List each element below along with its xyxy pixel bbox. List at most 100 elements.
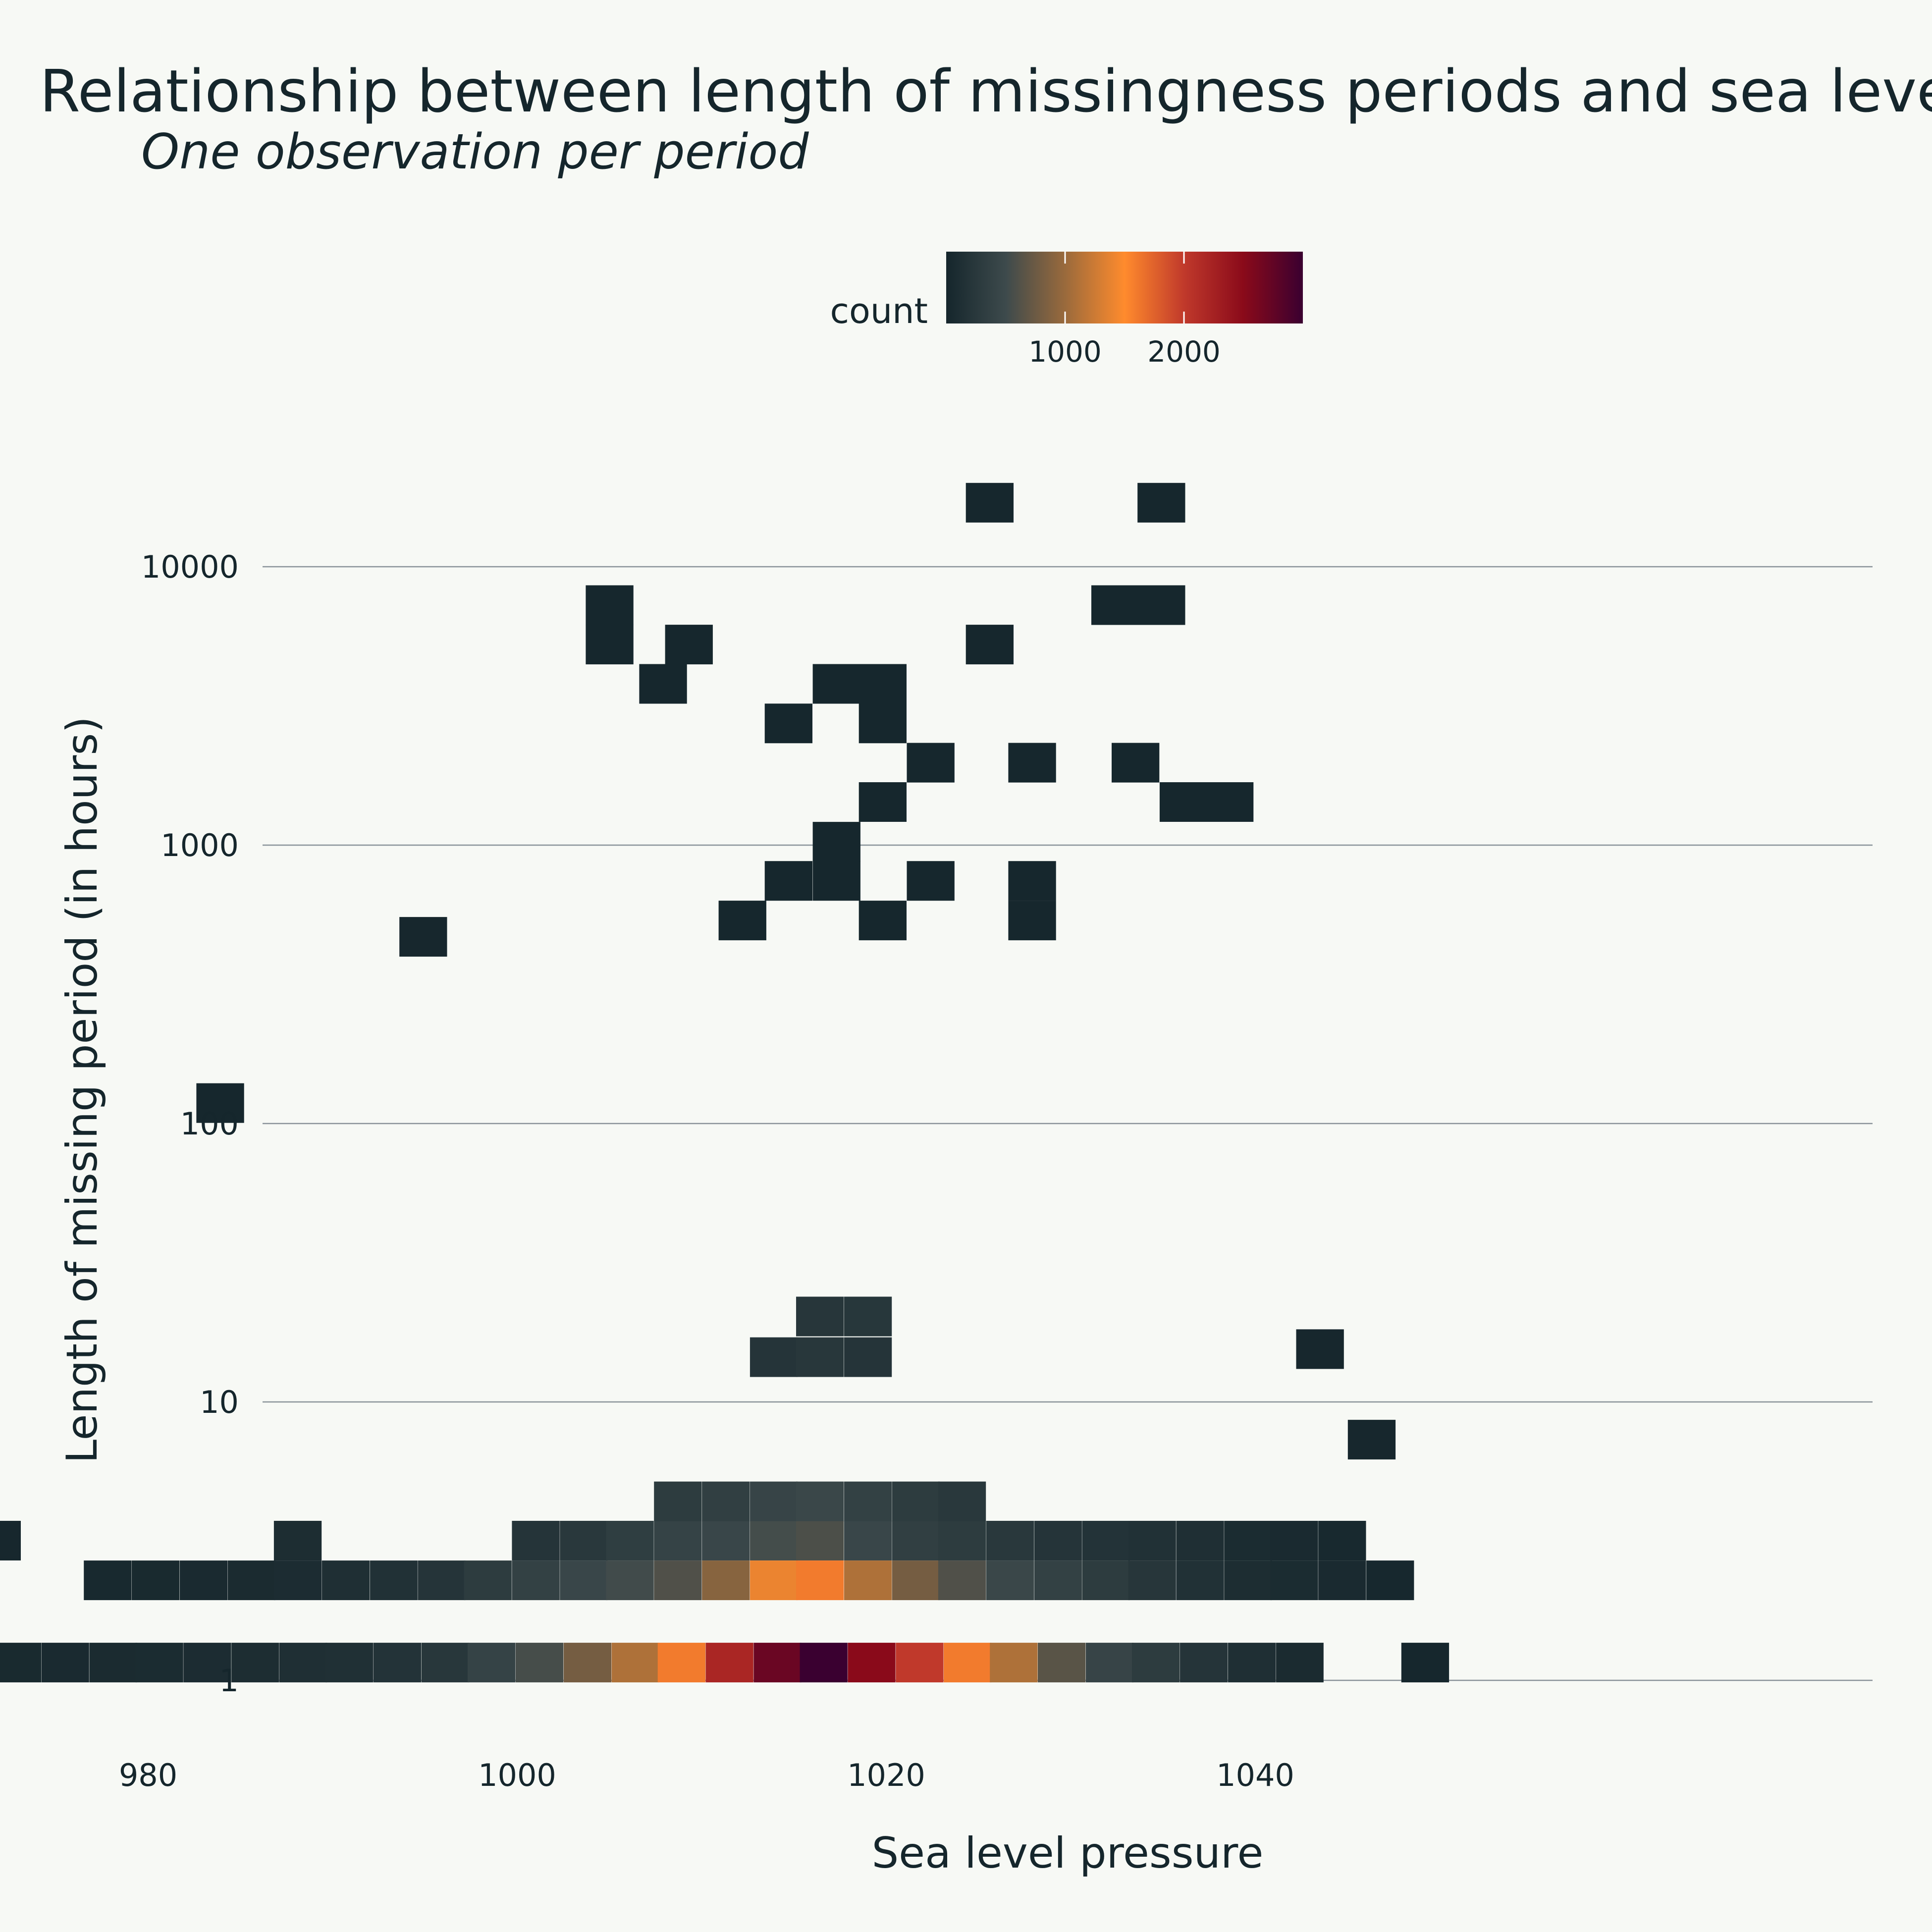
y-axis-ticks: 1 10 100 1000 10000 — [141, 549, 239, 1699]
heatmap-cell — [563, 1643, 611, 1683]
color-legend: count 1000 2000 — [830, 252, 1303, 369]
heatmap-cell — [750, 1521, 798, 1560]
heatmap-cell — [586, 585, 634, 625]
heatmap-cell — [718, 901, 766, 941]
heatmap-cell — [1112, 743, 1160, 783]
heatmap-cell — [135, 1643, 183, 1683]
heatmap-cell — [892, 1521, 940, 1560]
heatmap-cell — [1401, 1643, 1449, 1683]
heatmap-cell — [464, 1560, 512, 1601]
heatmap-cell — [512, 1560, 560, 1601]
heatmap-cell — [1082, 1521, 1130, 1560]
heatmap-cell — [892, 1560, 940, 1601]
heatmap-cell — [374, 1643, 422, 1683]
heatmap-cell — [796, 1521, 844, 1560]
heatmap-cell — [764, 861, 812, 901]
heatmap-cell — [848, 1643, 896, 1683]
heatmap-cell — [132, 1560, 180, 1601]
heatmap-cell — [1318, 1560, 1366, 1601]
chart-title: Relationship between length of missingne… — [40, 57, 1932, 125]
heatmap-cell — [560, 1560, 608, 1601]
heatmap-cell — [844, 1521, 892, 1560]
heatmap-cell — [665, 625, 713, 665]
heatmap-cell — [1276, 1643, 1324, 1683]
heatmap-cell — [654, 1560, 702, 1601]
heatmap-cell — [611, 1643, 659, 1683]
heatmap-cell — [1137, 483, 1185, 523]
heatmap-cell — [654, 1481, 702, 1521]
heatmap-cell — [859, 703, 907, 744]
heatmap-cell — [1270, 1521, 1318, 1560]
heatmap-cell — [750, 1481, 798, 1521]
legend-ticks: 1000 2000 — [1028, 252, 1221, 369]
heatmap-cell — [844, 1481, 892, 1521]
heatmap-cell — [812, 861, 860, 901]
heatmap-cell — [1228, 1643, 1276, 1683]
heatmap-cell — [1034, 1560, 1082, 1601]
heatmap-cell — [796, 1337, 844, 1377]
heatmap-cell — [1085, 1643, 1134, 1683]
heatmap-cell — [227, 1560, 275, 1601]
heatmap-cell — [639, 664, 687, 704]
heatmap-cell — [1091, 585, 1139, 625]
x-axis-label: Sea level pressure — [872, 1828, 1264, 1878]
heatmap-cell — [907, 743, 955, 783]
heatmap-cell — [705, 1643, 753, 1683]
heatmap-cell — [273, 1560, 322, 1601]
heatmap-cell — [41, 1643, 89, 1683]
x-tick-label: 1020 — [847, 1757, 925, 1793]
heatmap-cell — [84, 1560, 132, 1601]
heatmap-cell — [560, 1521, 608, 1560]
grid-lines — [263, 566, 1873, 1681]
heatmap-cell — [859, 664, 907, 704]
x-tick-label: 1000 — [478, 1757, 556, 1793]
heatmap-cell — [753, 1643, 802, 1683]
heatmap-cell — [938, 1521, 986, 1560]
heatmap-cell — [844, 1337, 892, 1377]
heatmap-cell — [907, 861, 955, 901]
legend-colorbar — [946, 252, 1303, 323]
heatmap-cell — [1176, 1521, 1224, 1560]
heatmap-cell — [0, 1643, 42, 1683]
heatmap-cell — [654, 1521, 702, 1560]
heatmap-cell — [796, 1481, 844, 1521]
heatmap-cell — [606, 1560, 654, 1601]
heatmap-cell — [702, 1481, 750, 1521]
heatmap-cell — [1176, 1560, 1224, 1601]
heatmap-cell — [1206, 782, 1254, 822]
heatmap-cell — [1038, 1643, 1086, 1683]
heatmap-cell — [1224, 1521, 1272, 1560]
heatmap-cell — [586, 625, 634, 665]
heatmap-cell — [1296, 1329, 1344, 1369]
heatmap-cell — [986, 1521, 1034, 1560]
heatmap-cell — [0, 1521, 21, 1560]
heatmap-cell — [179, 1560, 228, 1601]
heatmap-cell — [702, 1521, 750, 1560]
legend-tick-label: 1000 — [1028, 335, 1102, 369]
heatmap-cell — [859, 782, 907, 822]
heatmap-cell — [1034, 1521, 1082, 1560]
heatmap-cell — [421, 1643, 470, 1683]
heatmap-cell — [1347, 1420, 1396, 1460]
heatmap-cell — [1128, 1521, 1176, 1560]
heatmap-cell — [1159, 782, 1208, 822]
heatmap-cell — [1270, 1560, 1318, 1601]
heatmap-cell — [1008, 901, 1056, 941]
x-tick-label: 1040 — [1216, 1757, 1294, 1793]
heatmap-cell — [196, 1083, 244, 1123]
x-axis-ticks: 980 1000 1020 1040 — [119, 1757, 1294, 1793]
heatmap-cell — [796, 1296, 844, 1337]
heatmap-cell — [990, 1643, 1038, 1683]
heatmap-cell — [322, 1560, 370, 1601]
heatmap-cell — [1128, 1560, 1176, 1601]
heatmap-cell — [273, 1521, 322, 1560]
heatmap-cell — [812, 664, 860, 704]
heatmap-cell — [468, 1643, 516, 1683]
heatmap-cell — [800, 1643, 848, 1683]
x-tick-label: 980 — [119, 1757, 177, 1793]
heatmap-cell — [1132, 1643, 1180, 1683]
heatmap-cell — [844, 1560, 892, 1601]
heatmap-cell — [750, 1337, 798, 1377]
heatmap-cell — [944, 1643, 992, 1683]
